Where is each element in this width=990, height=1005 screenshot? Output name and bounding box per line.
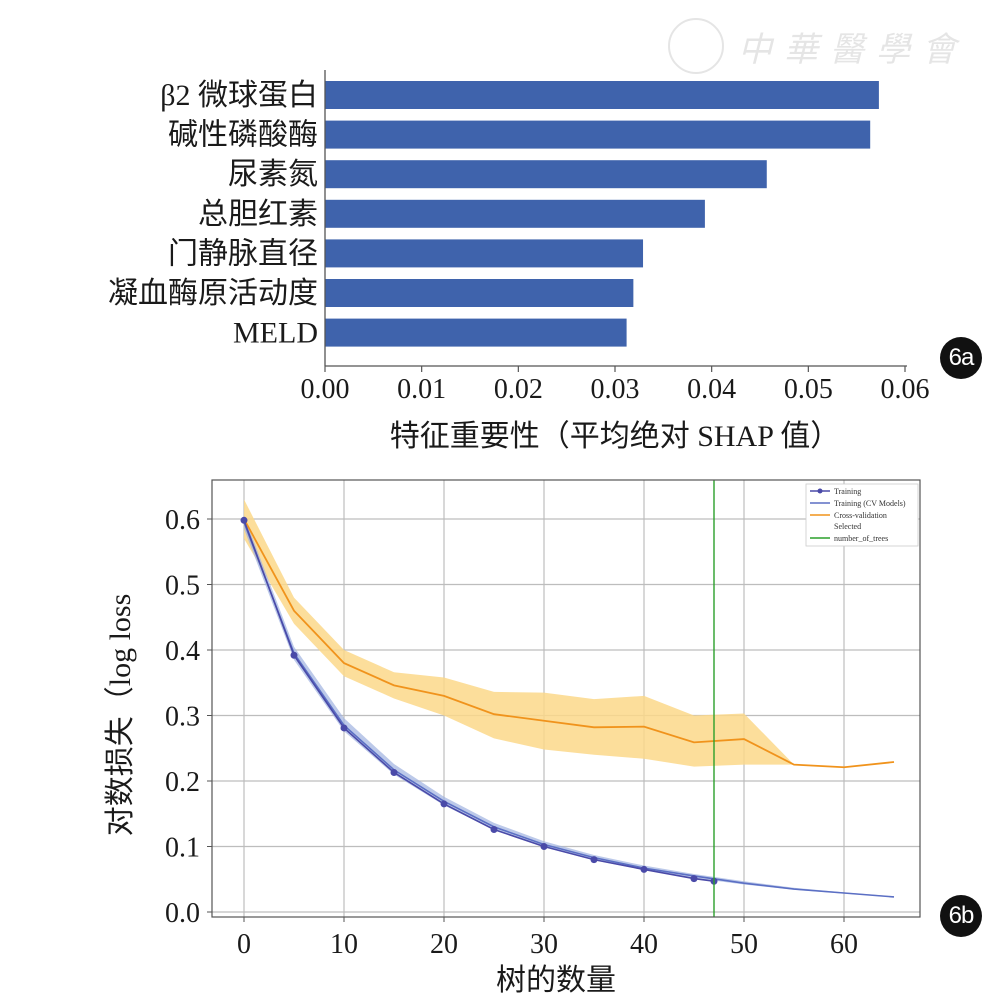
- data-point: [240, 516, 248, 524]
- legend-item: number_of_trees: [834, 534, 888, 543]
- x-tick-label: 0.03: [591, 374, 640, 405]
- bar: [325, 318, 627, 347]
- bar: [325, 239, 644, 268]
- y-tick-label: 0.5: [165, 571, 200, 602]
- legend-box: [805, 483, 919, 547]
- legend-item: Training: [834, 487, 861, 496]
- data-point: [590, 856, 598, 864]
- x-tick-label: 0.00: [301, 374, 350, 405]
- legend-item: Selected: [834, 522, 861, 531]
- x-axis-label: 特征重要性（平均绝对 SHAP 值）: [390, 420, 841, 453]
- y-tick-label: 0.6: [165, 505, 200, 536]
- series-line: [243, 521, 895, 898]
- legend-marker: [817, 488, 823, 494]
- bar: [325, 279, 634, 307]
- x-tick-label: 30: [530, 929, 558, 960]
- bar: [325, 199, 705, 228]
- watermark: 中華醫學會: [668, 18, 968, 74]
- legend-item: Training (CV Models): [834, 499, 906, 508]
- series-line: [243, 518, 895, 769]
- y-tick-label: 0.3: [165, 702, 200, 733]
- y-tick-label: 0.4: [165, 636, 200, 667]
- x-tick-label: 0.04: [687, 374, 736, 405]
- y-tick-label: 0.2: [165, 767, 200, 798]
- watermark-text: 中華醫學會: [738, 29, 968, 70]
- y-tick-label: 碱性磷酸酶: [168, 119, 318, 152]
- x-tick-label: 0: [237, 929, 251, 960]
- y-tick-label: 0.0: [165, 898, 200, 929]
- x-tick-label: 0.02: [494, 374, 543, 405]
- data-point: [440, 800, 448, 808]
- figure-badge-6b: 6b: [940, 895, 982, 937]
- y-tick-label: 门静脉直径: [168, 237, 318, 270]
- data-point: [290, 651, 298, 659]
- bar: [325, 160, 767, 189]
- x-tick-label: 40: [630, 929, 658, 960]
- y-tick-label: 0.1: [165, 833, 200, 864]
- bar: [325, 120, 871, 149]
- x-tick-label: 0.01: [397, 374, 446, 405]
- figure-badge-6a: 6a: [940, 337, 982, 379]
- x-tick-label: 0.06: [881, 374, 930, 405]
- y-tick-label: β2 微球蛋白: [160, 79, 318, 112]
- x-tick-label: 0.05: [784, 374, 833, 405]
- y-tick-label: MELD: [233, 317, 318, 350]
- data-point: [490, 825, 498, 833]
- y-axis-label: 对数损失（log loss: [104, 594, 137, 837]
- confidence-band: [244, 515, 894, 897]
- data-point: [710, 877, 718, 885]
- plot-frame: [211, 479, 921, 918]
- legend: Training Training (CV Models) Cross-valida…: [805, 483, 919, 547]
- data-point: [390, 768, 398, 776]
- x-tick-label: 60: [830, 929, 858, 960]
- data-point: [340, 724, 348, 732]
- x-axis-label: 树的数量: [496, 964, 616, 997]
- seal-icon: [668, 18, 724, 74]
- x-tick-label: 20: [430, 929, 458, 960]
- y-tick-label: 尿素氮: [228, 158, 318, 191]
- data-point: [540, 843, 548, 850]
- legend-item: Cross-validation: [834, 511, 887, 520]
- confidence-band: [244, 499, 894, 768]
- bar: [325, 81, 879, 109]
- data-point: [640, 865, 648, 873]
- x-tick-label: 50: [730, 929, 758, 960]
- x-tick-label: 10: [330, 929, 358, 960]
- series-line: [243, 520, 715, 883]
- y-tick-label: 凝血酶原活动度: [108, 277, 318, 310]
- data-point: [690, 875, 698, 883]
- y-tick-label: 总胆红素: [198, 198, 318, 231]
